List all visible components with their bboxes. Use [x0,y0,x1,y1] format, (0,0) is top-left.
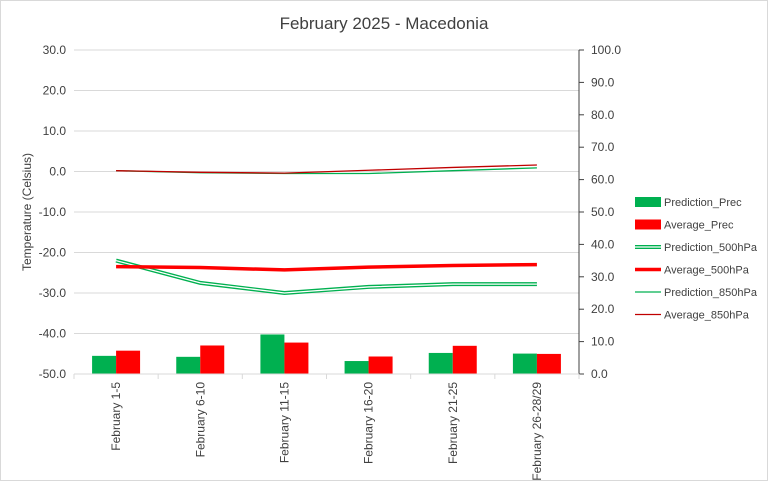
bar-average-prec [452,345,477,374]
y-right-tick-label: 70.0 [591,140,615,154]
chart-title: February 2025 - Macedonia [280,14,489,33]
axes: 30.0 20.0 10.0 0.0 -10.0 -20.0 -30.0 -40.0 -50.0… [39,43,622,480]
bar-series-group [92,334,561,374]
x-tick-label: February 16-20 [362,382,376,464]
line-average-850hpa [116,164,537,174]
bar-prediction-prec [512,353,537,374]
y-left-tick-label: 10.0 [43,124,67,138]
legend-swatch-average-prec [635,219,661,230]
y-right-tick-label: 100.0 [591,43,621,57]
y-left-tick-label: -50.0 [39,367,67,381]
line-series-group [115,164,537,296]
y-right-tick-label: 20.0 [591,302,615,316]
legend-label-prediction-850hpa: Prediction_850hPa [664,287,758,299]
y-right-tick-label: 10.0 [591,335,615,349]
bar-average-prec [368,356,393,374]
x-tick-label: February 11-15 [277,382,291,463]
y-left-tick-label: -40.0 [39,327,67,341]
legend: Prediction_Prec Average_Prec Prediction_50… [635,197,758,322]
y-right-tick-label: 60.0 [591,173,615,187]
legend-label-average-850hpa: Average_850hPa [664,310,750,322]
line-prediction-500hpa-inner [115,259,537,294]
legend-label-prediction-500hpa: Prediction_500hPa [664,242,758,254]
y-right-tick-label: 50.0 [591,205,615,219]
y-right-tick-label: 30.0 [591,270,615,284]
x-tick-label: February 26-28/29 [530,382,544,480]
line-average-500hpa [116,262,537,272]
y-left-tick-label: 0.0 [49,165,66,179]
bar-average-prec [284,342,309,374]
legend-swatch-prediction-prec [635,197,661,207]
bar-prediction-prec [344,361,369,374]
x-tick-label: February 21-25 [446,382,460,464]
y-axis-title: Temperature (Celsius) [20,153,34,271]
bar-average-prec [200,345,225,374]
x-tick-label: February 6-10 [193,382,207,458]
y-left-tick-label: 20.0 [43,84,67,98]
x-tick-label: February 1-5 [109,382,123,451]
legend-label-prediction-prec: Prediction_Prec [664,197,742,209]
y-right-tick-label: 90.0 [591,75,615,89]
y-left-tick-label: -10.0 [39,205,67,219]
legend-label-average-prec: Average_Prec [664,220,734,232]
bar-average-prec [536,353,561,374]
y-right-tick-label: 80.0 [591,108,615,122]
y-right-tick-label: 0.0 [591,367,608,381]
y-left-tick-label: -20.0 [39,246,67,260]
y-right-tick-label: 40.0 [591,237,615,251]
bar-prediction-prec [260,334,285,374]
y-left-tick-label: -30.0 [39,286,67,300]
bar-prediction-prec [176,356,201,374]
bar-average-prec [116,350,141,374]
y-left-tick-label: 30.0 [43,43,67,57]
bar-prediction-prec [428,352,453,374]
bar-prediction-prec [92,355,117,374]
legend-label-average-500hpa: Average_500hPa [664,265,750,277]
line-prediction-850hpa [116,167,537,175]
